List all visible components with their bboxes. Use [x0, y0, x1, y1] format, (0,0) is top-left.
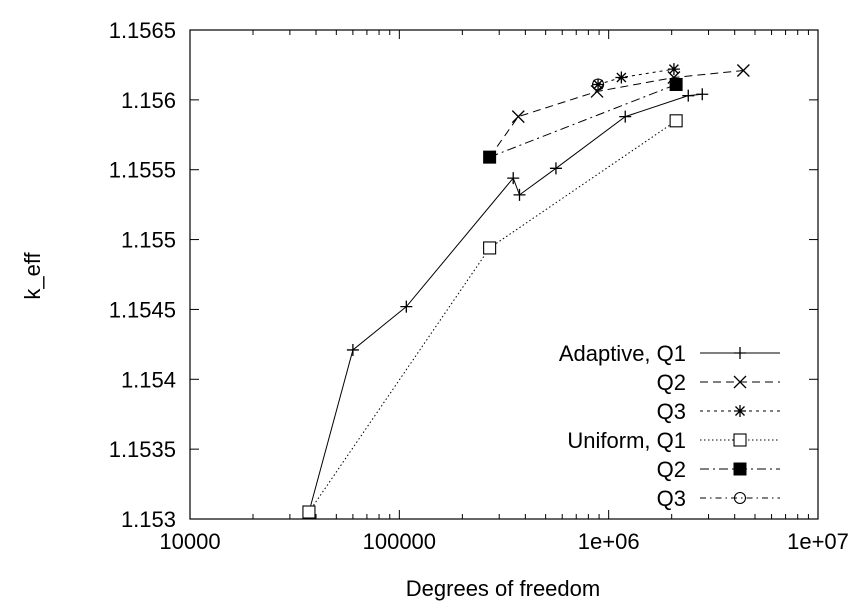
axes: 10000 100000 1e+06 1e+07 1.153 1.1535 1.154 1.1…	[109, 18, 849, 554]
x-tick-label: 1e+06	[578, 529, 640, 554]
series-line	[489, 70, 744, 158]
legend-label: Adaptive, Q1	[559, 341, 686, 366]
data-point	[669, 77, 683, 91]
data-point	[592, 78, 605, 91]
plot-frame	[189, 29, 819, 520]
series-3	[592, 63, 680, 91]
x-axis-title: Degrees of freedom	[406, 576, 600, 601]
data-point	[483, 241, 497, 255]
y-tick-label: 1.156	[121, 88, 176, 113]
y-tick-label: 1.1535	[109, 437, 176, 462]
legend-entry-3: Q3	[657, 399, 780, 424]
data-point	[511, 110, 525, 124]
data-point	[592, 78, 605, 91]
series-layer	[302, 63, 750, 519]
y-tick-label: 1.155	[121, 228, 176, 253]
x-tick-label: 1e+07	[787, 529, 849, 554]
legend-label: Q3	[657, 486, 686, 511]
data-point	[615, 71, 628, 84]
data-point	[507, 172, 520, 185]
data-point	[667, 63, 680, 76]
legend-marker	[734, 347, 746, 359]
legend-label: Uniform, Q1	[567, 428, 686, 453]
legend-marker	[733, 433, 747, 447]
y-tick-label: 1.153	[121, 507, 176, 532]
legend-label: Q2	[657, 370, 686, 395]
series-4	[302, 114, 683, 519]
y-tick-label: 1.1565	[109, 18, 176, 43]
series-line	[489, 84, 677, 158]
data-point	[669, 114, 683, 128]
series-2	[483, 64, 750, 164]
series-5	[483, 77, 683, 164]
legend-entry-2: Q2	[657, 370, 780, 395]
data-point	[682, 89, 695, 102]
legend-marker	[733, 491, 747, 505]
y-tick-label: 1.154	[121, 367, 176, 392]
x-tick-label: 10000	[159, 529, 220, 554]
data-point	[549, 162, 562, 175]
legend-marker	[734, 405, 746, 417]
series-line	[308, 120, 677, 513]
x-tick-label: 100000	[363, 529, 436, 554]
data-point	[400, 300, 413, 313]
series-6	[592, 78, 605, 91]
data-point	[619, 110, 632, 123]
series-1	[302, 88, 709, 519]
y-tick-label: 1.1555	[109, 158, 176, 183]
legend-entry-6: Q3	[657, 486, 780, 511]
legend-marker	[733, 462, 747, 476]
data-point	[483, 150, 497, 164]
data-point	[736, 64, 750, 77]
legend-entry-4: Uniform, Q1	[567, 428, 780, 453]
legend-entry-5: Q2	[657, 457, 780, 482]
legend-marker	[733, 375, 747, 389]
legend-label: Q2	[657, 457, 686, 482]
data-point	[696, 88, 709, 101]
legend: Adaptive, Q1 Q2 Q3 Uniform, Q1 Q2 Q3	[559, 341, 780, 511]
legend-label: Q3	[657, 399, 686, 424]
series-line	[597, 68, 675, 85]
legend-entry-1: Adaptive, Q1	[559, 341, 780, 366]
y-axis-title: k_eff	[20, 251, 45, 299]
data-point	[302, 505, 316, 519]
y-tick-label: 1.1545	[109, 297, 176, 322]
data-point	[346, 343, 359, 356]
data-point	[513, 188, 526, 201]
